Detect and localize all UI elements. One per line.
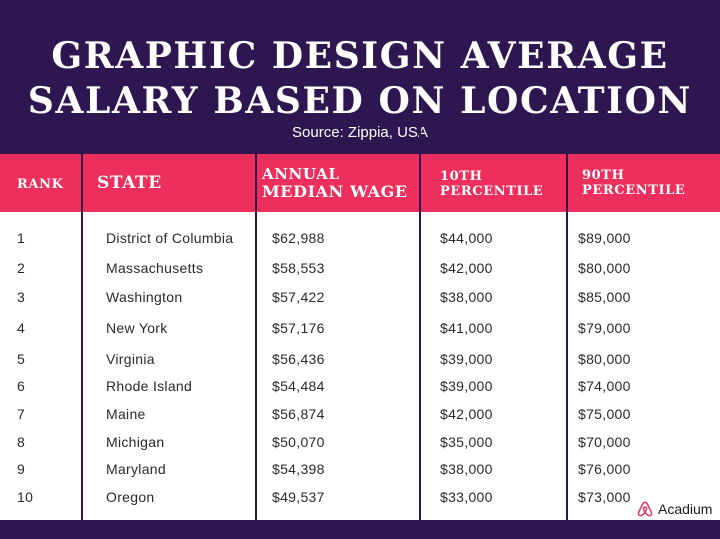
cell-90th-percentile: $75,000 bbox=[578, 406, 631, 422]
cell-median-wage: $56,874 bbox=[272, 406, 325, 422]
source-caption: Source: Zippia, USA bbox=[292, 124, 428, 141]
cell-90th-percentile: $73,000 bbox=[578, 489, 631, 505]
cell-10th-percentile: $35,000 bbox=[440, 434, 493, 450]
cell-median-wage: $56,436 bbox=[272, 351, 325, 367]
cell-rank: 9 bbox=[17, 461, 26, 477]
cell-10th-percentile: $39,000 bbox=[440, 351, 493, 367]
cell-90th-percentile: $85,000 bbox=[578, 289, 631, 305]
header-median-line-2: MEDIAN WAGE bbox=[262, 182, 408, 202]
cell-rank: 6 bbox=[17, 378, 26, 394]
cell-median-wage: $54,398 bbox=[272, 461, 325, 477]
cell-state: Michigan bbox=[106, 434, 165, 450]
cell-state: Maryland bbox=[106, 461, 166, 477]
cell-10th-percentile: $42,000 bbox=[440, 260, 493, 276]
cell-state: Oregon bbox=[106, 489, 155, 505]
cell-state: Washington bbox=[106, 289, 183, 305]
cell-state: Rhode Island bbox=[106, 378, 193, 394]
title-line-2: SALARY BASED ON LOCATION bbox=[27, 80, 693, 122]
header-median-line-1: ANNUAL bbox=[262, 165, 340, 183]
cell-90th-percentile: $89,000 bbox=[578, 230, 631, 246]
cell-median-wage: $50,070 bbox=[272, 434, 325, 450]
title-line-1: GRAPHIC DESIGN AVERAGE bbox=[51, 35, 669, 77]
table-row: 6 Rhode Island $54,484 $39,000 $74,000 bbox=[0, 378, 720, 405]
cell-10th-percentile: $33,000 bbox=[440, 489, 493, 505]
table-row: 1 District of Columbia $62,988 $44,000 $89,0… bbox=[0, 230, 720, 257]
column-divider bbox=[566, 122, 568, 520]
cell-rank: 2 bbox=[17, 260, 26, 276]
page-title: GRAPHIC DESIGN AVERAGE SALARY BASED ON L… bbox=[0, 34, 720, 124]
cell-median-wage: $57,176 bbox=[272, 320, 325, 336]
cell-rank: 4 bbox=[17, 320, 26, 336]
cell-rank: 1 bbox=[17, 230, 26, 246]
table-row: 5 Virginia $56,436 $39,000 $80,000 bbox=[0, 351, 720, 378]
header-rank: RANK bbox=[17, 177, 64, 192]
cell-median-wage: $49,537 bbox=[272, 489, 325, 505]
cell-90th-percentile: $74,000 bbox=[578, 378, 631, 394]
cell-state: Maine bbox=[106, 406, 146, 422]
cell-10th-percentile: $44,000 bbox=[440, 230, 493, 246]
header-p90-line-1: 90TH bbox=[582, 168, 625, 183]
table-header: RANK STATE ANNUAL MEDIAN WAGE 10TH PERCE… bbox=[0, 154, 720, 212]
cell-rank: 8 bbox=[17, 434, 26, 450]
header-p10-line-2: PERCENTILE bbox=[440, 183, 544, 199]
brand-watermark: Acadium bbox=[636, 498, 713, 520]
column-divider bbox=[81, 122, 83, 520]
header-90th-percentile: 90TH PERCENTILE bbox=[582, 168, 686, 199]
cell-rank: 5 bbox=[17, 351, 26, 367]
cell-state: New York bbox=[106, 320, 168, 336]
cell-10th-percentile: $41,000 bbox=[440, 320, 493, 336]
table-row: 7 Maine $56,874 $42,000 $75,000 bbox=[0, 406, 720, 433]
brand-name: Acadium bbox=[658, 501, 713, 517]
cell-rank: 3 bbox=[17, 289, 26, 305]
salary-table: RANK STATE ANNUAL MEDIAN WAGE 10TH PERCE… bbox=[0, 154, 720, 520]
cell-rank: 10 bbox=[17, 489, 34, 505]
column-divider bbox=[419, 122, 421, 520]
cell-10th-percentile: $38,000 bbox=[440, 289, 493, 305]
table-row: 8 Michigan $50,070 $35,000 $70,000 bbox=[0, 434, 720, 461]
cell-10th-percentile: $38,000 bbox=[440, 461, 493, 477]
cell-state: Massachusetts bbox=[106, 260, 204, 276]
header-p10-line-1: 10TH bbox=[440, 169, 483, 184]
table-row: 2 Massachusetts $58,553 $42,000 $80,000 bbox=[0, 260, 720, 287]
airbnb-logo-icon bbox=[637, 501, 653, 517]
table-row: 9 Maryland $54,398 $38,000 $76,000 bbox=[0, 461, 720, 488]
cell-state: Virginia bbox=[106, 351, 155, 367]
header-state: STATE bbox=[97, 173, 162, 193]
header-median-wage: ANNUAL MEDIAN WAGE bbox=[262, 165, 408, 202]
cell-90th-percentile: $80,000 bbox=[578, 260, 631, 276]
cell-10th-percentile: $42,000 bbox=[440, 406, 493, 422]
cell-median-wage: $58,553 bbox=[272, 260, 325, 276]
cell-90th-percentile: $80,000 bbox=[578, 351, 631, 367]
cell-rank: 7 bbox=[17, 406, 26, 422]
header-10th-percentile: 10TH PERCENTILE bbox=[440, 169, 544, 200]
cell-10th-percentile: $39,000 bbox=[440, 378, 493, 394]
cell-90th-percentile: $70,000 bbox=[578, 434, 631, 450]
table-row: 10 Oregon $49,537 $33,000 $73,000 bbox=[0, 489, 720, 516]
cell-median-wage: $62,988 bbox=[272, 230, 325, 246]
cell-90th-percentile: $76,000 bbox=[578, 461, 631, 477]
cell-median-wage: $54,484 bbox=[272, 378, 325, 394]
table-row: 4 New York $57,176 $41,000 $79,000 bbox=[0, 320, 720, 347]
column-divider bbox=[255, 122, 257, 520]
table-row: 3 Washington $57,422 $38,000 $85,000 bbox=[0, 289, 720, 316]
header-p90-line-2: PERCENTILE bbox=[582, 182, 686, 198]
cell-90th-percentile: $79,000 bbox=[578, 320, 631, 336]
cell-state: District of Columbia bbox=[106, 230, 234, 246]
cell-median-wage: $57,422 bbox=[272, 289, 325, 305]
